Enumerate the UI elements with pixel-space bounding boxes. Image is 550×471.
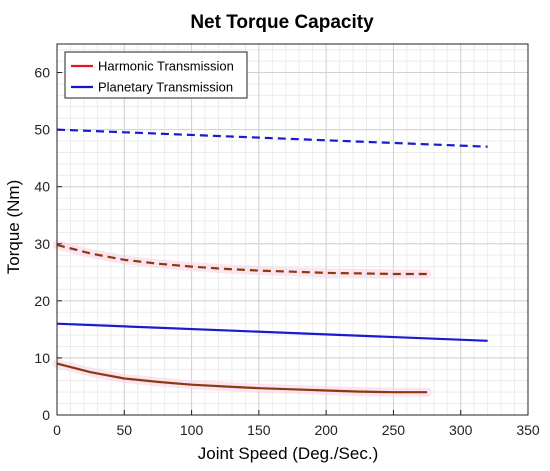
- plot-frame: [56, 43, 529, 416]
- y-tick-label: 40: [34, 179, 50, 195]
- y-tick-label: 50: [34, 122, 50, 138]
- x-tick-label: 150: [247, 422, 271, 438]
- chart-title: Net Torque Capacity: [190, 12, 374, 33]
- legend: Harmonic Transmission Planetary Transmiss…: [64, 51, 248, 99]
- planetary-dashed-line: [56, 128, 488, 148]
- harmonic-dashed-line: [56, 243, 428, 276]
- y-tick-label: 0: [42, 407, 50, 423]
- legend-label-harmonic: Harmonic Transmission: [98, 59, 234, 74]
- x-tick-label: 0: [53, 422, 61, 438]
- axis-ticks: 0 50 100 150 200 250 300 350 0 10 20 30 40 50 60: [34, 65, 539, 438]
- legend-label-planetary: Planetary Transmission: [98, 80, 233, 95]
- major-grid: [56, 44, 529, 416]
- harmonic-solid-line: [56, 362, 428, 394]
- x-tick-label: 100: [180, 422, 204, 438]
- minor-grid: [56, 44, 529, 416]
- x-tick-label: 250: [382, 422, 406, 438]
- x-axis-label: Joint Speed (Deg./Sec.): [198, 444, 378, 463]
- x-tick-label: 200: [314, 422, 338, 438]
- y-tick-label: 30: [34, 236, 50, 252]
- y-tick-label: 60: [34, 65, 50, 81]
- x-tick-label: 350: [516, 422, 540, 438]
- x-tick-label: 300: [449, 422, 473, 438]
- y-axis-label: Torque (Nm): [4, 180, 23, 274]
- y-tick-label: 20: [34, 293, 50, 309]
- x-tick-label: 50: [116, 422, 132, 438]
- y-tick-label: 10: [34, 350, 50, 366]
- legend-box: [64, 51, 248, 99]
- planetary-solid-line: [56, 322, 488, 342]
- series-layer: [52, 128, 488, 397]
